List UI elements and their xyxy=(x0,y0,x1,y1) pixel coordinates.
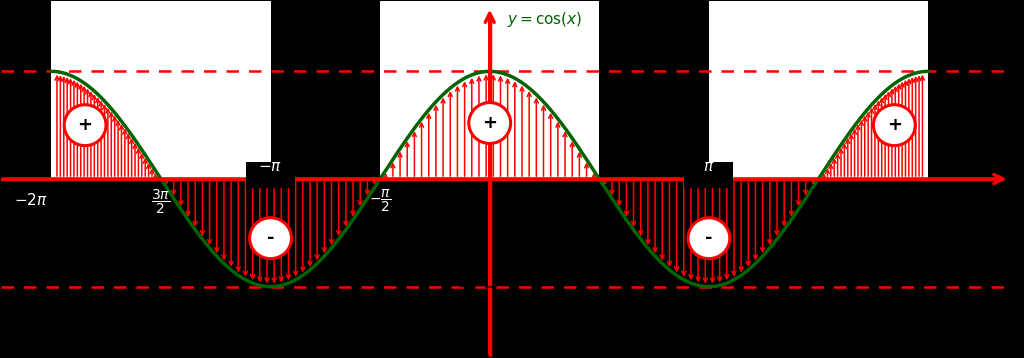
Ellipse shape xyxy=(250,218,292,259)
Text: +: + xyxy=(78,116,92,134)
Text: -: - xyxy=(267,229,274,247)
Text: $-\dfrac{\pi}{2}$: $-\dfrac{\pi}{2}$ xyxy=(369,188,391,214)
Text: $x$: $x$ xyxy=(1010,190,1022,208)
Text: $0$: $0$ xyxy=(495,188,506,204)
Ellipse shape xyxy=(873,105,915,146)
Text: $-\pi$: $-\pi$ xyxy=(258,159,283,174)
Text: $\dfrac{\pi}{2}$: $\dfrac{\pi}{2}$ xyxy=(594,188,605,214)
Text: $2\pi$: $2\pi$ xyxy=(918,188,939,204)
Text: $-2\pi$: $-2\pi$ xyxy=(14,192,48,208)
Bar xyxy=(51,1,270,179)
Ellipse shape xyxy=(65,105,106,146)
Text: +: + xyxy=(887,116,902,134)
Text: $\dfrac{3\pi}{2}$: $\dfrac{3\pi}{2}$ xyxy=(809,188,828,216)
Text: $\pi$: $\pi$ xyxy=(703,159,715,174)
FancyBboxPatch shape xyxy=(246,162,295,188)
Bar xyxy=(709,1,928,179)
Text: $\dfrac{3\pi}{2}$: $\dfrac{3\pi}{2}$ xyxy=(152,188,171,216)
Ellipse shape xyxy=(469,103,511,144)
Text: $-1$: $-1$ xyxy=(458,280,479,294)
Text: +: + xyxy=(482,114,498,132)
Bar xyxy=(380,1,599,179)
FancyBboxPatch shape xyxy=(684,162,733,188)
Ellipse shape xyxy=(688,218,730,259)
Text: $y = \cos(x)$: $y = \cos(x)$ xyxy=(507,10,583,29)
Text: -: - xyxy=(706,229,713,247)
